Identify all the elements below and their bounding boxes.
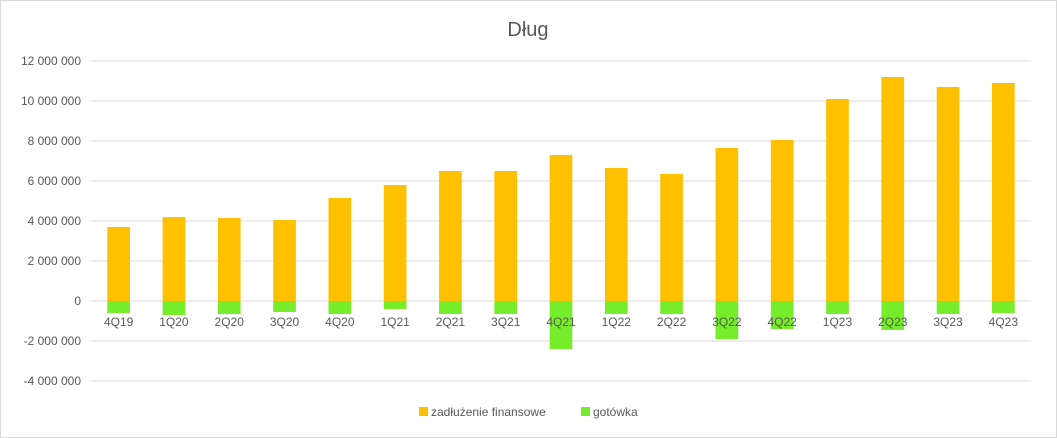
bar xyxy=(217,218,241,301)
bar xyxy=(881,301,905,330)
y-tick-label: 8 000 000 xyxy=(28,134,82,148)
x-tick-label: 4Q21 xyxy=(546,315,576,329)
chart-title: Dług xyxy=(507,19,548,41)
bar xyxy=(494,171,518,301)
y-tick-label: -4 000 000 xyxy=(24,374,82,388)
x-tick-label: 4Q20 xyxy=(325,315,355,329)
legend-swatch xyxy=(581,407,590,416)
bar xyxy=(826,99,849,301)
x-tick-label: 4Q23 xyxy=(989,315,1019,329)
bar xyxy=(715,301,739,339)
bar xyxy=(107,227,130,301)
y-tick-label: 10 000 000 xyxy=(21,94,81,108)
bar xyxy=(383,185,407,301)
legend-label: zadłużenie finansowe xyxy=(431,405,546,419)
bar xyxy=(383,301,407,309)
bar xyxy=(273,301,296,312)
bar xyxy=(936,301,960,314)
y-tick-label: 4 000 000 xyxy=(28,214,82,228)
bar xyxy=(992,83,1015,301)
x-tick-label: 4Q19 xyxy=(104,315,134,329)
bar xyxy=(992,301,1015,313)
bar xyxy=(770,301,794,329)
x-tick-label: 1Q20 xyxy=(159,315,189,329)
bar xyxy=(107,301,130,313)
bar xyxy=(439,301,462,314)
x-tick-label: 2Q23 xyxy=(878,315,908,329)
bar xyxy=(604,168,628,301)
bar xyxy=(273,220,296,301)
bar xyxy=(549,155,573,301)
bar xyxy=(217,301,241,314)
y-tick-label: -2 000 000 xyxy=(24,334,82,348)
bar xyxy=(881,77,905,301)
bar xyxy=(715,148,739,301)
bar xyxy=(162,301,186,315)
y-tick-label: 12 000 000 xyxy=(21,54,81,68)
bar xyxy=(162,217,186,301)
bar xyxy=(494,301,518,314)
y-tick-label: 2 000 000 xyxy=(28,254,82,268)
x-tick-label: 1Q23 xyxy=(823,315,853,329)
bar xyxy=(439,171,462,301)
x-tick-label: 2Q22 xyxy=(657,315,687,329)
bars xyxy=(107,77,1015,349)
x-tick-label: 1Q21 xyxy=(380,315,410,329)
bar xyxy=(604,301,628,314)
x-tick-label: 3Q23 xyxy=(933,315,963,329)
bar xyxy=(826,301,849,314)
y-tick-label: 6 000 000 xyxy=(28,174,82,188)
bar xyxy=(328,198,352,301)
legend-label: gotówka xyxy=(593,405,638,419)
bar xyxy=(936,87,960,301)
legend: zadłużenie finansowe gotówka xyxy=(419,405,638,419)
y-tick-label: 0 xyxy=(74,294,81,308)
legend-swatch xyxy=(419,407,428,416)
bar xyxy=(660,174,683,301)
bar xyxy=(549,301,573,349)
x-axis-tick-labels: 4Q19 1Q20 2Q20 3Q20 4Q20 1Q21 2Q21 3Q21 4Q21 1Q22… xyxy=(104,315,1018,329)
x-tick-label: 2Q21 xyxy=(436,315,466,329)
y-axis-tick-labels: 12 000 000 10 000 000 8 000 000 6 000 000 4 … xyxy=(21,54,81,388)
x-tick-label: 3Q20 xyxy=(270,315,300,329)
x-tick-label: 4Q22 xyxy=(767,315,797,329)
bar xyxy=(660,301,683,314)
bar xyxy=(328,301,352,314)
x-tick-label: 3Q21 xyxy=(491,315,521,329)
x-tick-label: 1Q22 xyxy=(602,315,632,329)
bar xyxy=(770,140,794,301)
x-tick-label: 2Q20 xyxy=(215,315,245,329)
x-tick-label: 3Q22 xyxy=(712,315,742,329)
